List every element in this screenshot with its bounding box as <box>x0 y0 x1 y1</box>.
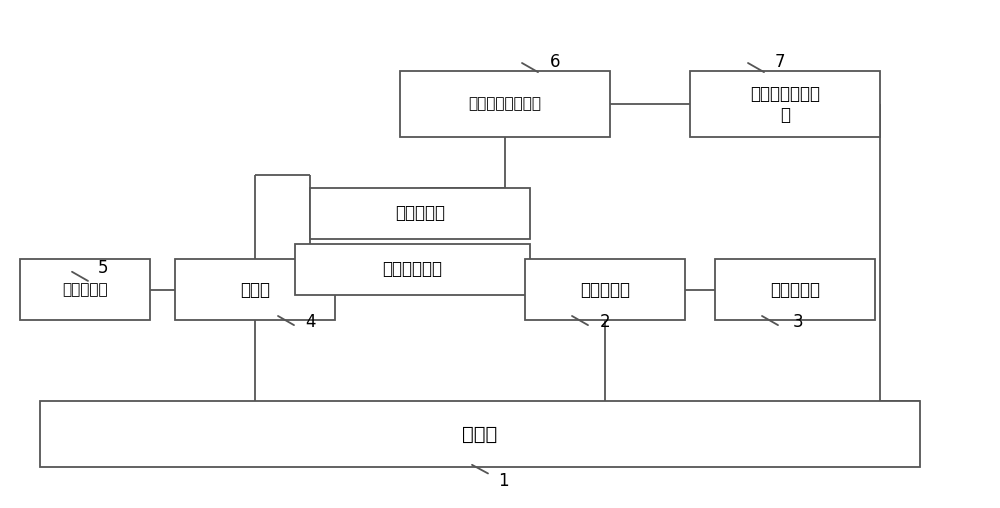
FancyBboxPatch shape <box>175 259 335 320</box>
Text: 测控仪: 测控仪 <box>240 280 270 299</box>
FancyBboxPatch shape <box>400 71 610 137</box>
FancyBboxPatch shape <box>690 71 880 137</box>
FancyBboxPatch shape <box>295 244 530 295</box>
Text: 7: 7 <box>775 53 786 71</box>
FancyBboxPatch shape <box>715 259 875 320</box>
Text: 1: 1 <box>498 472 509 490</box>
Text: 功率分析仪: 功率分析仪 <box>580 280 630 299</box>
Text: 2: 2 <box>600 313 611 331</box>
Text: 单片机: 单片机 <box>462 425 498 444</box>
FancyBboxPatch shape <box>310 188 530 239</box>
Text: 3: 3 <box>793 313 804 331</box>
Text: 低通滤波处理系
统: 低通滤波处理系 统 <box>750 85 820 123</box>
Text: 6: 6 <box>550 53 560 71</box>
Text: 燃油信号采集系统: 燃油信号采集系统 <box>468 97 542 112</box>
FancyBboxPatch shape <box>20 259 150 320</box>
Text: 5: 5 <box>98 259 108 277</box>
Text: 油门驱动仪: 油门驱动仪 <box>62 282 108 297</box>
Text: 4: 4 <box>305 313 316 331</box>
Text: 被测动力平台: 被测动力平台 <box>382 260 442 278</box>
FancyBboxPatch shape <box>40 401 920 467</box>
Text: 被测发动机: 被测发动机 <box>395 204 445 223</box>
FancyBboxPatch shape <box>525 259 685 320</box>
Text: 电机控制器: 电机控制器 <box>770 280 820 299</box>
